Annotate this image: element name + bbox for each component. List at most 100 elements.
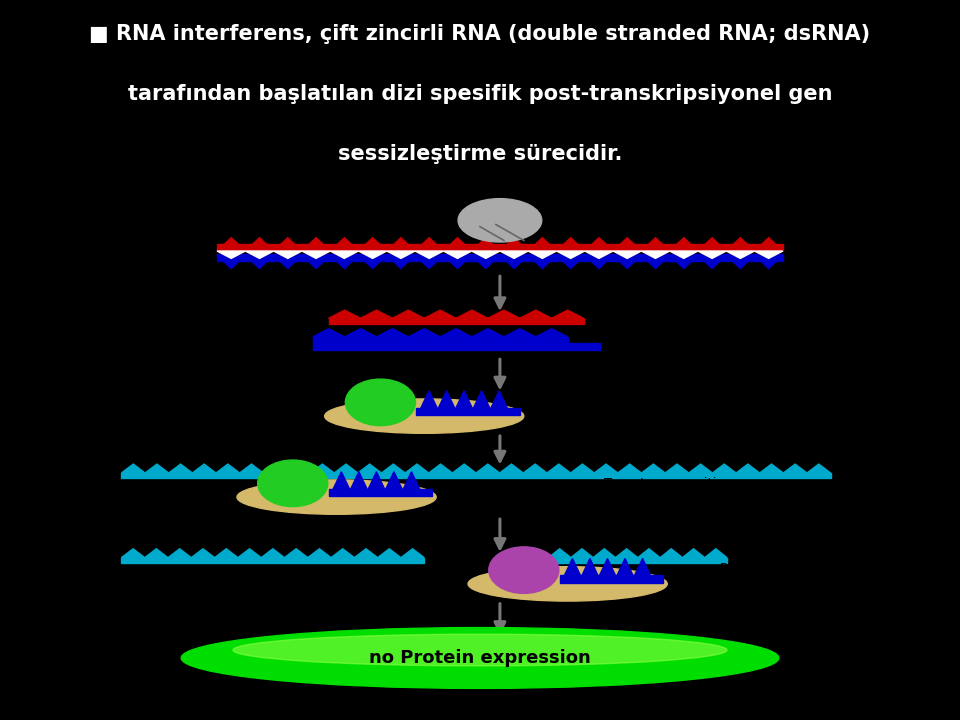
Polygon shape <box>387 256 415 269</box>
Polygon shape <box>217 251 246 258</box>
Polygon shape <box>499 464 523 473</box>
Polygon shape <box>500 238 528 251</box>
Circle shape <box>489 547 559 593</box>
Text: (RISC activation): (RISC activation) <box>604 410 714 423</box>
Polygon shape <box>330 238 358 251</box>
Polygon shape <box>670 238 698 251</box>
Bar <box>217 254 782 261</box>
Polygon shape <box>217 238 246 251</box>
Polygon shape <box>755 238 782 251</box>
Polygon shape <box>401 549 424 557</box>
Polygon shape <box>783 464 807 473</box>
Polygon shape <box>755 251 782 258</box>
Polygon shape <box>415 256 444 269</box>
Polygon shape <box>500 256 528 269</box>
Bar <box>417 408 520 415</box>
Ellipse shape <box>324 399 524 433</box>
Polygon shape <box>240 464 263 473</box>
Polygon shape <box>581 559 599 577</box>
Polygon shape <box>526 549 548 557</box>
Polygon shape <box>547 464 570 473</box>
Polygon shape <box>361 310 393 318</box>
Polygon shape <box>310 464 334 473</box>
Polygon shape <box>476 464 499 473</box>
Polygon shape <box>523 464 547 473</box>
Polygon shape <box>387 238 415 251</box>
Polygon shape <box>444 238 471 251</box>
Polygon shape <box>593 549 615 557</box>
Polygon shape <box>613 238 641 251</box>
Text: sessizleştirme sürecidir.: sessizleştirme sürecidir. <box>338 143 622 163</box>
Polygon shape <box>755 256 782 269</box>
Polygon shape <box>168 549 191 557</box>
Polygon shape <box>683 549 705 557</box>
Polygon shape <box>552 310 584 318</box>
Polygon shape <box>301 251 330 258</box>
Polygon shape <box>712 464 736 473</box>
Polygon shape <box>585 256 613 269</box>
Polygon shape <box>393 310 424 318</box>
Polygon shape <box>385 472 402 490</box>
Polygon shape <box>456 310 488 318</box>
Bar <box>217 243 782 251</box>
Polygon shape <box>263 464 287 473</box>
Polygon shape <box>641 238 670 251</box>
Polygon shape <box>415 251 444 258</box>
Polygon shape <box>557 238 585 251</box>
Polygon shape <box>698 256 726 269</box>
Polygon shape <box>415 238 444 251</box>
Polygon shape <box>308 549 331 557</box>
Polygon shape <box>520 310 552 318</box>
Polygon shape <box>488 310 520 318</box>
Polygon shape <box>504 549 526 557</box>
Polygon shape <box>599 559 616 577</box>
Bar <box>313 343 599 350</box>
Text: siRNA
duplex: siRNA duplex <box>178 308 225 338</box>
Polygon shape <box>328 310 361 318</box>
Polygon shape <box>405 464 429 473</box>
Polygon shape <box>473 391 491 409</box>
Polygon shape <box>408 329 441 337</box>
Polygon shape <box>350 472 368 490</box>
Polygon shape <box>536 329 567 337</box>
Polygon shape <box>192 464 216 473</box>
Polygon shape <box>705 549 727 557</box>
Polygon shape <box>387 251 415 258</box>
Polygon shape <box>313 329 345 337</box>
Polygon shape <box>726 256 755 269</box>
Polygon shape <box>287 464 310 473</box>
Polygon shape <box>634 559 651 577</box>
Polygon shape <box>402 472 420 490</box>
Polygon shape <box>807 464 830 473</box>
Polygon shape <box>334 464 358 473</box>
Polygon shape <box>698 251 726 258</box>
Text: Dicer: Dicer <box>482 176 518 191</box>
Polygon shape <box>215 549 238 557</box>
Polygon shape <box>615 549 637 557</box>
Polygon shape <box>571 549 593 557</box>
Polygon shape <box>613 256 641 269</box>
Polygon shape <box>726 251 755 258</box>
Polygon shape <box>121 549 145 557</box>
Polygon shape <box>330 256 358 269</box>
Polygon shape <box>455 391 473 409</box>
Polygon shape <box>377 549 401 557</box>
Polygon shape <box>444 256 471 269</box>
Polygon shape <box>274 238 301 251</box>
Bar <box>313 337 567 341</box>
Polygon shape <box>429 464 452 473</box>
Polygon shape <box>665 464 688 473</box>
Polygon shape <box>444 251 471 258</box>
Bar <box>328 489 432 496</box>
Polygon shape <box>759 464 783 473</box>
Polygon shape <box>585 251 613 258</box>
Polygon shape <box>358 238 387 251</box>
Polygon shape <box>216 464 240 473</box>
Polygon shape <box>670 256 698 269</box>
Ellipse shape <box>181 628 779 688</box>
Bar <box>560 575 663 582</box>
Polygon shape <box>472 329 504 337</box>
Polygon shape <box>641 464 665 473</box>
Polygon shape <box>471 251 500 258</box>
Polygon shape <box>121 464 145 473</box>
